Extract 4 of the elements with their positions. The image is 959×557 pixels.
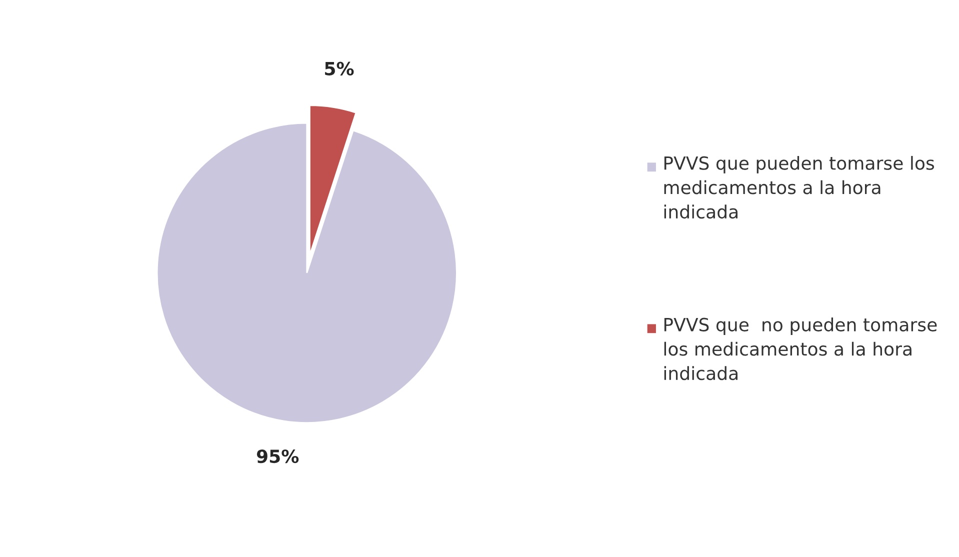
data-label: 95% xyxy=(256,449,299,464)
legend-label: PVVS que no pueden tomarse los medicamentos a la hora indicada xyxy=(664,317,937,380)
data-label: 5% xyxy=(325,62,354,76)
legend-label: PVVS que pueden tomarse los medicamentos a la hora indicada xyxy=(664,156,934,219)
